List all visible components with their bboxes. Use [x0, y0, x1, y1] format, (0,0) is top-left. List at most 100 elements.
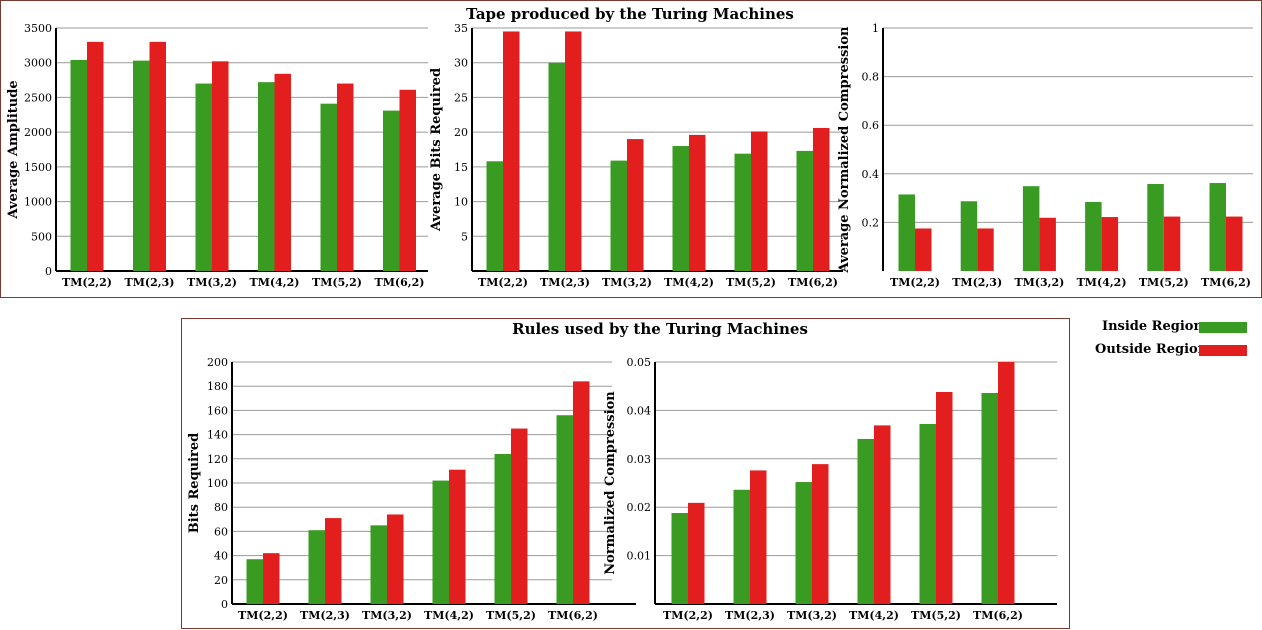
y-tick-label: 0.02 — [627, 501, 652, 514]
bar-inside — [320, 103, 337, 271]
bar-outside — [813, 127, 830, 271]
x-tick-label: TM(4,2) — [250, 276, 300, 289]
x-tick-label: TM(5,2) — [1139, 276, 1189, 289]
bar-inside — [1209, 183, 1226, 271]
y-tick-label: 1000 — [24, 196, 52, 209]
bar-outside — [688, 502, 705, 604]
bar-inside — [919, 423, 936, 604]
bar-outside — [449, 469, 466, 604]
x-tick-label: TM(3,2) — [362, 609, 412, 622]
bar-outside — [915, 228, 932, 271]
bar-inside — [1147, 184, 1164, 271]
legend-label-inside: Inside Regions — [1102, 319, 1211, 334]
y-tick-label: 0.4 — [862, 168, 880, 181]
bar-inside — [981, 392, 998, 604]
y-tick-label: 2500 — [24, 91, 52, 104]
x-tick-label: TM(2,3) — [725, 609, 775, 622]
x-tick-label: TM(2,2) — [478, 276, 528, 289]
x-tick-label: TM(2,3) — [952, 276, 1002, 289]
y-axis-label: Normalized Compression — [603, 391, 618, 575]
y-tick-label: 15 — [454, 161, 468, 174]
x-tick-label: TM(3,2) — [787, 609, 837, 622]
x-tick-label: TM(2,2) — [663, 609, 713, 622]
y-tick-label: 20 — [454, 126, 468, 139]
bar-inside — [370, 525, 387, 604]
y-tick-label: 2000 — [24, 126, 52, 139]
y-tick-label: 30 — [454, 57, 468, 70]
y-tick-label: 0.04 — [627, 404, 652, 417]
bar-outside — [689, 134, 706, 271]
bar-outside — [337, 83, 354, 272]
bar-inside — [734, 153, 751, 271]
bar-inside — [733, 489, 750, 604]
bar-inside — [1022, 186, 1040, 271]
bottom-figure-title: Rules used by the Turing Machines — [512, 320, 808, 338]
bar-inside — [258, 82, 275, 271]
bar-outside — [874, 425, 891, 604]
bottom-figure-frame — [181, 318, 1070, 629]
bar-outside — [812, 464, 829, 604]
y-tick-label: 25 — [454, 91, 468, 104]
bar-outside — [503, 31, 520, 271]
x-tick-label: TM(4,2) — [1077, 276, 1127, 289]
bar-outside — [627, 139, 644, 271]
bar-outside — [1163, 216, 1181, 271]
bar-inside — [610, 160, 627, 271]
bar-inside — [796, 150, 813, 271]
y-tick-label: 3500 — [24, 22, 52, 35]
y-tick-label: 1 — [872, 22, 879, 35]
x-tick-label: TM(2,3) — [540, 276, 590, 289]
y-tick-label: 0.6 — [862, 119, 880, 132]
bar-inside — [1085, 201, 1102, 271]
bar-inside — [556, 415, 573, 604]
bar-outside — [511, 428, 528, 604]
bar-inside — [246, 559, 263, 604]
bar-outside — [751, 131, 768, 271]
y-tick-label: 120 — [207, 453, 228, 466]
y-tick-label: 0.01 — [627, 550, 652, 563]
bar-outside — [977, 228, 994, 271]
y-tick-label: 80 — [214, 501, 228, 514]
y-tick-label: 10 — [454, 196, 468, 209]
bar-outside — [149, 41, 166, 272]
x-tick-label: TM(6,2) — [973, 609, 1023, 622]
y-tick-label: 100 — [207, 477, 228, 490]
x-tick-label: TM(2,3) — [125, 276, 175, 289]
bar-outside — [750, 470, 767, 604]
bar-inside — [857, 438, 874, 604]
y-tick-label: 200 — [207, 356, 228, 369]
y-tick-label: 5 — [461, 230, 468, 243]
x-tick-label: TM(3,2) — [187, 276, 237, 289]
x-tick-label: TM(3,2) — [602, 276, 652, 289]
bar-inside — [960, 201, 978, 271]
bar-outside — [1226, 216, 1243, 271]
x-tick-label: TM(2,3) — [300, 609, 350, 622]
bar-outside — [387, 514, 404, 604]
legend-item-outside: Outside Regions — [1095, 342, 1214, 357]
legend-label-outside: Outside Regions — [1095, 342, 1215, 357]
bar-inside — [195, 83, 212, 272]
y-axis-label: Average Normalized Compression — [837, 26, 852, 274]
x-tick-label: TM(2,2) — [238, 609, 288, 622]
x-tick-label: TM(6,2) — [548, 609, 598, 622]
x-tick-label: TM(4,2) — [664, 276, 714, 289]
bar-outside — [565, 31, 582, 271]
x-tick-label: TM(6,2) — [1201, 276, 1251, 289]
legend-swatch-inside — [1199, 322, 1247, 333]
x-tick-label: TM(5,2) — [911, 609, 961, 622]
x-tick-label: TM(5,2) — [486, 609, 536, 622]
bar-inside — [494, 453, 511, 604]
y-tick-label: 0 — [45, 265, 52, 278]
bar-inside — [486, 161, 503, 271]
bar-outside — [399, 89, 416, 271]
bar-outside — [936, 392, 953, 604]
y-tick-label: 0.03 — [627, 453, 652, 466]
bar-outside — [573, 381, 590, 604]
bar-outside — [263, 553, 280, 604]
bar-outside — [1039, 217, 1056, 271]
bar-inside — [672, 146, 689, 271]
y-tick-label: 160 — [207, 404, 228, 417]
x-tick-label: TM(4,2) — [849, 609, 899, 622]
y-axis-label: Bits Required — [187, 433, 202, 534]
legend-item-inside: Inside Regions — [1102, 319, 1210, 334]
